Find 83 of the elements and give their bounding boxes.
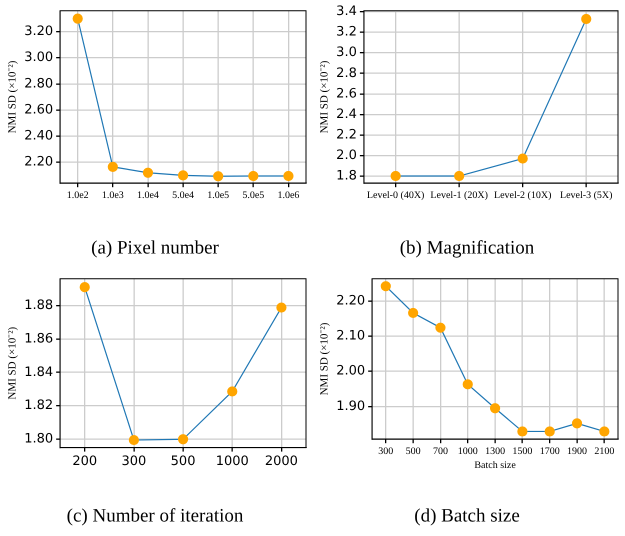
x-tick-label: 1.0e6	[277, 190, 300, 201]
point	[581, 14, 592, 24]
y-tick-label: 2.10	[336, 328, 366, 344]
x-tick-label: 300	[378, 446, 394, 457]
point	[178, 434, 188, 444]
x-axis-title: Batch size	[474, 460, 516, 471]
point	[213, 171, 224, 182]
point	[227, 386, 238, 397]
x-tick-label: Level-1 (20X)	[430, 190, 488, 201]
y-tick-label: 2.20	[24, 154, 54, 170]
x-tick-label: 1.0e2	[66, 190, 89, 201]
y-tick-label: 3.00	[24, 50, 54, 66]
y-tick-label: 2.60	[24, 102, 54, 118]
y-tick-label: 2.4	[336, 106, 357, 122]
x-tick-label: 2100	[594, 446, 614, 457]
y-axis-title: NMI SD (×10⁻²)	[6, 60, 18, 134]
y-tick-label: 2.8	[336, 66, 357, 81]
x-tick-label: 1000	[216, 454, 249, 469]
y-tick-label: 2.00	[336, 364, 366, 379]
point	[248, 170, 258, 182]
y-tick-label: 1.88	[24, 298, 54, 313]
y-axis-title: NMI SD (×10⁻²)	[318, 60, 330, 134]
y-tick-label: 2.80	[24, 76, 54, 92]
x-tick-label: 300	[121, 454, 146, 469]
point	[276, 302, 287, 313]
text: (d) Batch size	[414, 506, 520, 527]
x-tick-label: 1900	[567, 446, 588, 457]
x-tick-label: 1000	[458, 446, 478, 457]
x-tick-label: Level-3 (5X)	[560, 190, 612, 201]
text: (b) Magnification	[400, 238, 535, 259]
point	[462, 379, 473, 390]
x-tick-label: 1.0e4	[136, 190, 159, 201]
point	[142, 168, 154, 178]
y-tick-label: 3.4	[336, 4, 357, 20]
x-tick-label: 1300	[485, 446, 506, 457]
x-tick-label: Level-2 (10X)	[494, 190, 552, 201]
point	[435, 322, 446, 333]
point	[408, 308, 418, 318]
y-axis-title: NMI SD (×10⁻²)	[6, 326, 18, 400]
y-tick-label: 2.6	[336, 86, 357, 102]
x-tick-label: 200	[72, 454, 98, 469]
y-tick-label: 1.84	[24, 364, 54, 380]
point	[380, 281, 391, 292]
point	[80, 282, 90, 292]
y-tick-label: 1.82	[24, 398, 54, 414]
point	[128, 434, 139, 446]
y-tick-label: 1.90	[336, 398, 366, 414]
point	[283, 170, 294, 182]
point	[178, 170, 188, 180]
text: (a) Pixel number	[91, 238, 220, 259]
point	[390, 170, 401, 182]
point	[454, 170, 464, 182]
y-axis-title: NMI SD (×10⁻²)	[318, 322, 330, 396]
x-tick-label: 1700	[540, 446, 560, 457]
y-tick-label: 3.2	[336, 24, 357, 40]
x-tick-label: Level-0 (40X)	[366, 190, 424, 201]
y-tick-label: 1.8	[336, 168, 357, 184]
y-tick-label: 1.80	[24, 432, 54, 447]
point	[517, 426, 528, 437]
x-tick-label: 2000	[264, 454, 298, 469]
y-tick-label: 1.86	[24, 331, 54, 346]
point	[518, 153, 528, 164]
y-tick-label: 2.40	[24, 128, 54, 144]
x-tick-label: 500	[170, 454, 196, 469]
point	[490, 403, 500, 414]
point	[544, 426, 555, 437]
point	[599, 426, 610, 437]
y-tick-label: 3.0	[336, 45, 357, 60]
x-tick-label: 5.0e5	[242, 190, 264, 201]
x-tick-label: 500	[406, 446, 421, 457]
y-tick-label: 3.20	[24, 24, 54, 40]
y-tick-label: 2.20	[336, 293, 366, 308]
x-tick-label: 5.0e4	[172, 190, 194, 201]
y-tick-label: 2.0	[336, 148, 357, 163]
x-tick-label: 1.0e3	[102, 190, 124, 201]
y-tick-label: 2.2	[336, 127, 357, 142]
x-tick-label: 1500	[512, 446, 532, 457]
point	[108, 162, 118, 172]
x-tick-label: 1.0e5	[207, 190, 230, 201]
x-tick-label: 700	[432, 446, 448, 457]
point	[72, 14, 83, 24]
text: (c) Number of iteration	[66, 506, 244, 527]
point	[572, 418, 582, 428]
